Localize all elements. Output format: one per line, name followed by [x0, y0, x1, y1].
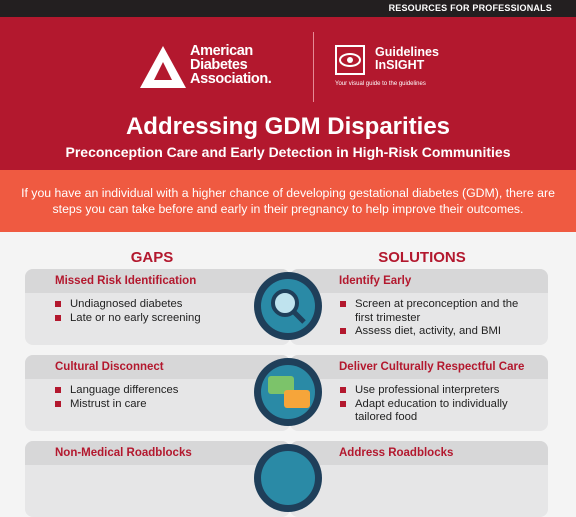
gap-title: Cultural Disconnect — [55, 361, 164, 373]
solution-list: Use professional interpreters Adapt educa… — [340, 384, 520, 425]
solution-box: Address Roadblocks — [290, 441, 548, 517]
solution-title: Address Roadblocks — [339, 447, 454, 459]
resources-label: RESOURCES FOR PROFESSIONALS — [388, 3, 552, 13]
org-name: American Diabetes Association. — [190, 43, 272, 87]
gap-list: Undiagnosed diabetes Late or no early scr… — [55, 298, 235, 325]
title: Addressing GDM Disparities — [125, 113, 451, 140]
ada-logo — [140, 46, 186, 88]
insight-name: Guidelines InSIGHT — [375, 46, 439, 72]
tagline: Your visual guide to the guidelines — [335, 81, 426, 87]
gap-list: Language differences Mistrust in care — [55, 384, 235, 411]
solution-list: Screen at preconception and the first tr… — [340, 298, 520, 339]
org-line: Association. — [190, 71, 272, 87]
org-line: Diabetes — [190, 57, 248, 73]
insight-icon — [335, 45, 365, 75]
intro-band — [0, 170, 576, 232]
header — [0, 17, 576, 170]
gap-item: Language differences — [55, 384, 235, 398]
gap-item: Undiagnosed diabetes — [55, 298, 235, 312]
top-bar — [0, 0, 576, 17]
gaps-heading: GAPS — [130, 249, 174, 266]
row-icon — [254, 272, 322, 340]
subtitle: Preconception Care and Early Detection i… — [65, 144, 511, 160]
gap-title: Non-Medical Roadblocks — [55, 447, 192, 459]
solution-title: Identify Early — [339, 275, 412, 287]
solution-item: Use professional interpreters — [340, 384, 520, 398]
solutions-heading: SOLUTIONS — [378, 249, 466, 266]
insight-line: Guidelines — [375, 45, 439, 59]
gap-box: Non-Medical Roadblocks — [25, 441, 290, 517]
solution-strip — [290, 269, 548, 293]
solution-box: Deliver Culturally Respectful Care Use pr… — [290, 355, 548, 431]
gap-box: Cultural Disconnect Language differences M… — [25, 355, 290, 431]
gap-title: Missed Risk Identification — [55, 275, 197, 287]
solution-strip — [290, 355, 548, 379]
gap-item: Late or no early screening — [55, 312, 235, 326]
gap-strip — [25, 269, 290, 293]
solution-box: Identify Early Screen at preconception an… — [290, 269, 548, 345]
org-line: American — [190, 43, 253, 59]
gap-strip — [25, 355, 290, 379]
intro: If you have an individual with a higher … — [21, 186, 555, 216]
gap-box: Missed Risk Identification Undiagnosed di… — [25, 269, 290, 345]
row-icon — [254, 444, 322, 512]
solution-title: Deliver Culturally Respectful Care — [339, 361, 525, 373]
divider — [313, 32, 314, 102]
gap-item: Mistrust in care — [55, 398, 235, 412]
insight-line: InSIGHT — [375, 58, 425, 72]
solution-item: Screen at preconception and the first tr… — [340, 298, 520, 325]
solution-item: Assess diet, activity, and BMI — [340, 325, 520, 339]
solution-item: Adapt education to individually tailored… — [340, 398, 520, 425]
row-icon — [254, 358, 322, 426]
